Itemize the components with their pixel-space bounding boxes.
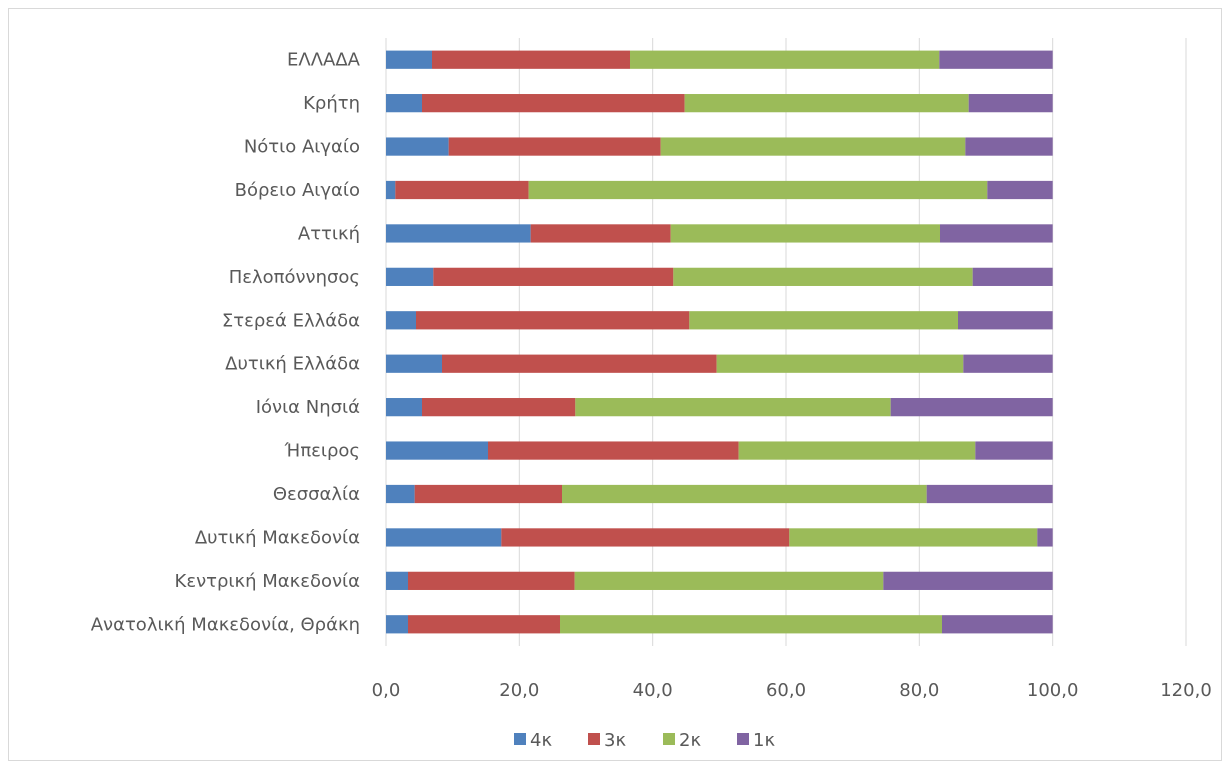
bar-segment-1κ xyxy=(926,484,1053,504)
category-label: Δυτική Ελλάδα xyxy=(225,354,360,375)
bar-segment-2κ xyxy=(684,94,969,113)
bar-segment-2κ xyxy=(716,354,964,373)
bar-segment-1κ xyxy=(890,398,1053,417)
bar-segment-2κ xyxy=(673,267,973,286)
bar-segment-3κ xyxy=(488,441,739,460)
bar-segment-4κ xyxy=(386,484,415,504)
bar-segment-2κ xyxy=(689,311,958,330)
bar-segment-2κ xyxy=(670,224,940,243)
category-label: Ήπειρος xyxy=(284,441,360,462)
x-tick-label: 20,0 xyxy=(499,680,539,701)
bar-segment-3κ xyxy=(408,615,560,634)
category-label: ΕΛΛΑΔΑ xyxy=(287,50,361,71)
bar-segment-3κ xyxy=(416,311,690,330)
category-label: Κεντρική Μακεδονία xyxy=(175,571,360,592)
bar-segment-3κ xyxy=(414,484,562,504)
bar-segment-4κ xyxy=(386,311,416,330)
bar-segment-4κ xyxy=(386,137,449,156)
bar-segment-4κ xyxy=(386,441,488,460)
legend: 4κ 3κ 2κ 1κ xyxy=(514,730,775,751)
bar-segment-3κ xyxy=(442,354,717,373)
bar-segment-2κ xyxy=(789,528,1038,547)
bar-segment-1κ xyxy=(975,441,1053,460)
category-label: Ιόνια Νησιά xyxy=(256,397,360,418)
bar-segment-1κ xyxy=(972,267,1053,286)
category-label: Βόρειο Αιγαίο xyxy=(235,180,360,201)
bar-segment-1κ xyxy=(1037,528,1053,547)
bar-segment-1κ xyxy=(958,311,1053,330)
bar-segment-3κ xyxy=(501,528,790,547)
chart-frame xyxy=(8,8,1222,761)
bar-segment-2κ xyxy=(560,615,942,634)
bar-segment-3κ xyxy=(530,224,671,243)
bar-segment-3κ xyxy=(448,137,661,156)
legend-swatch xyxy=(588,733,600,745)
legend-label: 2κ xyxy=(679,730,701,751)
category-label: Στερεά Ελλάδα xyxy=(222,310,360,331)
category-label: Νότιο Αιγαίο xyxy=(244,137,360,158)
bar-segment-2κ xyxy=(738,441,976,460)
x-tick-label: 80,0 xyxy=(899,680,939,701)
bar-segment-4κ xyxy=(386,615,408,634)
bar-segment-4κ xyxy=(386,398,422,417)
gridlines xyxy=(385,38,1187,646)
legend-swatch xyxy=(514,733,526,745)
bar-segment-1κ xyxy=(987,180,1053,200)
bar-segment-1κ xyxy=(963,354,1053,373)
bar-segment-1κ xyxy=(940,224,1053,243)
bar-segment-4κ xyxy=(386,94,422,113)
category-label: Πελοπόννησος xyxy=(229,267,360,288)
category-label: Κρήτη xyxy=(303,93,360,114)
bar-segment-1κ xyxy=(965,137,1053,156)
legend-swatch xyxy=(663,733,675,745)
x-tick-label: 0,0 xyxy=(372,680,401,701)
bar-segment-1κ xyxy=(942,615,1053,634)
legend-label: 3κ xyxy=(604,730,626,751)
bar-segment-4κ xyxy=(386,528,502,547)
x-tick-label: 100,0 xyxy=(1027,680,1079,701)
bar-segment-3κ xyxy=(432,50,630,69)
bar-segment-1κ xyxy=(968,94,1053,113)
bars xyxy=(386,50,1053,634)
category-label: Αττική xyxy=(298,223,360,244)
x-tick-label: 60,0 xyxy=(766,680,806,701)
bar-segment-4κ xyxy=(386,354,442,373)
bar-segment-4κ xyxy=(386,224,531,243)
bar-segment-4κ xyxy=(386,267,434,286)
bar-segment-2κ xyxy=(528,180,988,200)
category-label: Θεσσαλία xyxy=(273,484,360,505)
bar-segment-1κ xyxy=(939,50,1053,69)
bar-segment-2κ xyxy=(660,137,966,156)
legend-label: 1κ xyxy=(753,730,775,751)
bar-segment-3κ xyxy=(395,180,529,200)
bar-segment-4κ xyxy=(386,180,396,200)
category-label: Ανατολική Μακεδονία, Θράκη xyxy=(91,614,360,635)
x-tick-label: 40,0 xyxy=(633,680,673,701)
bar-segment-1κ xyxy=(883,571,1053,590)
legend-swatch xyxy=(737,733,749,745)
category-label: Δυτική Μακεδονία xyxy=(195,527,360,548)
bar-segment-3κ xyxy=(408,571,575,590)
x-tick-labels: 0,0 20,0 40,0 60,0 80,0 100,0 120,0 xyxy=(372,680,1212,701)
bar-segment-3κ xyxy=(422,398,576,417)
legend-label: 4κ xyxy=(530,730,552,751)
bar-segment-2κ xyxy=(575,398,891,417)
bar-segment-4κ xyxy=(386,571,408,590)
x-tick-label: 120,0 xyxy=(1160,680,1212,701)
bar-segment-2κ xyxy=(574,571,884,590)
bar-segment-4κ xyxy=(386,50,432,69)
bar-segment-2κ xyxy=(630,50,940,69)
bar-segment-2κ xyxy=(562,484,927,504)
bar-segment-3κ xyxy=(433,267,674,286)
bar-segment-3κ xyxy=(422,94,685,113)
category-labels: ΕΛΛΑΔΑ Κρήτη Νότιο Αιγαίο Βόρειο Αιγαίο Αττι… xyxy=(91,50,361,636)
